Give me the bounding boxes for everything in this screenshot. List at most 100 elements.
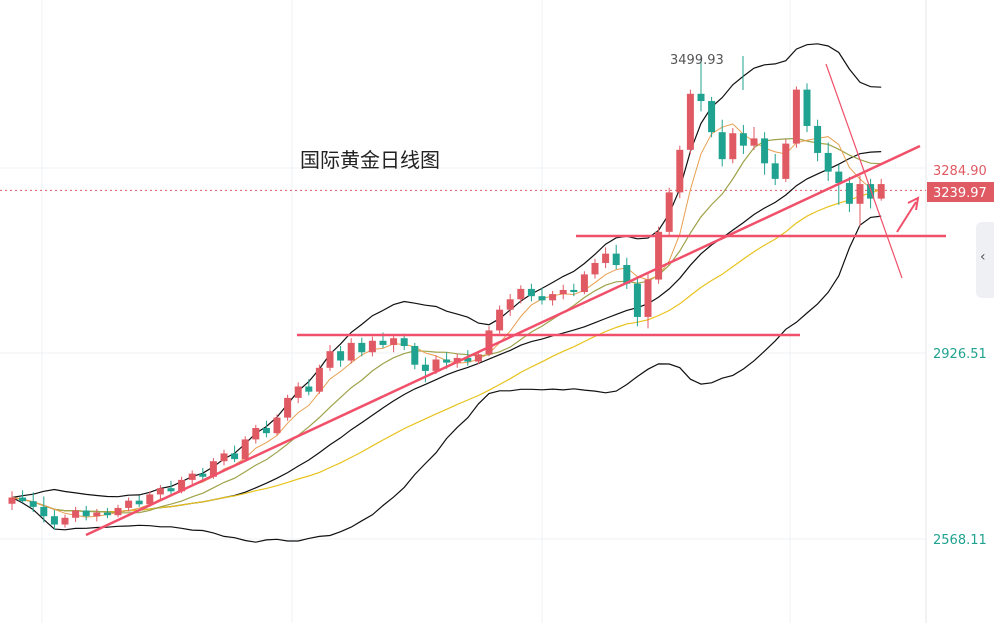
- candle-body: [538, 296, 546, 301]
- candle-body: [602, 253, 610, 263]
- candle-body: [82, 510, 90, 517]
- candle-body: [421, 364, 429, 371]
- candle-body: [178, 479, 186, 492]
- price-axis: 3499.93 3284.90 3239.97 2926.51 2568.11: [670, 53, 994, 548]
- candle-body: [135, 500, 143, 505]
- candle-body: [591, 262, 599, 275]
- candle-body: [305, 386, 313, 392]
- candle-body: [241, 439, 249, 460]
- candle-body: [761, 138, 769, 164]
- candle-body: [40, 506, 48, 517]
- candle-body: [739, 133, 747, 146]
- candle-body: [835, 171, 843, 184]
- candle-body: [686, 93, 694, 150]
- chart-title: 国际黄金日线图: [300, 148, 440, 172]
- candle-body: [50, 516, 58, 525]
- axis-label-upper: 3284.90: [933, 164, 987, 179]
- rebound-arrow-head: [907, 196, 920, 211]
- candle-body: [506, 299, 514, 310]
- candle-body: [315, 367, 323, 392]
- axis-label-low: 2568.11: [933, 533, 987, 548]
- candle-body: [167, 488, 175, 492]
- candle-body: [220, 453, 228, 462]
- candle-body: [400, 338, 408, 346]
- candle-body: [72, 510, 80, 518]
- candle-body: [156, 488, 164, 495]
- current-price-badge: [927, 182, 994, 202]
- candle-body: [294, 386, 302, 398]
- bollinger-middle-line: [11, 151, 882, 513]
- candle-body: [284, 397, 292, 418]
- ma5-line: [11, 123, 882, 518]
- candle-body: [29, 501, 37, 507]
- candle-body: [464, 357, 472, 362]
- candle-body: [708, 101, 716, 133]
- bollinger-upper-line: [11, 43, 882, 499]
- candle-body: [146, 494, 154, 505]
- candle-body: [845, 183, 853, 204]
- candle-body: [326, 351, 334, 368]
- high-marker-label: 3499.93: [670, 53, 724, 68]
- candle-body: [771, 163, 779, 179]
- bollinger-and-ma-lines: [11, 43, 882, 543]
- candle-body: [231, 453, 239, 460]
- axis-label-current: 3239.97: [933, 186, 987, 201]
- candle-body: [252, 427, 260, 440]
- rebound-arrow-shaft: [896, 201, 917, 233]
- candle-body: [474, 354, 482, 362]
- collapse-panel-tab[interactable]: ‹: [976, 222, 994, 298]
- candle-body: [337, 351, 345, 361]
- candle-body: [103, 512, 111, 516]
- candle-body: [188, 473, 196, 480]
- candle-body: [612, 253, 620, 266]
- candle-body: [443, 359, 451, 363]
- candle-body: [8, 497, 16, 504]
- candle-body: [697, 93, 705, 102]
- candle-body: [824, 152, 832, 172]
- candle-body: [93, 512, 101, 517]
- candle-body: [718, 132, 726, 160]
- candle-body: [358, 342, 366, 353]
- candle-body: [496, 309, 504, 331]
- candle-body: [729, 133, 737, 160]
- axis-label-mid: 2926.51: [933, 347, 987, 362]
- candle-body: [750, 138, 758, 146]
- candle-body: [856, 184, 864, 204]
- candle-body: [262, 427, 270, 434]
- rising-trendline: [85, 144, 921, 537]
- chevron-left-icon: ‹: [980, 249, 986, 265]
- candle-body: [570, 289, 578, 293]
- candle-body: [527, 288, 535, 297]
- candle-body: [676, 149, 684, 193]
- candle-body: [485, 330, 493, 355]
- chart-grid: [0, 0, 927, 623]
- candle-body: [453, 357, 461, 363]
- candlestick-series: [8, 55, 885, 530]
- candle-body: [549, 294, 557, 301]
- candle-body: [877, 184, 885, 199]
- candle-body: [390, 338, 398, 345]
- bollinger-lower-line: [11, 215, 882, 543]
- ma10-line: [11, 137, 882, 514]
- candle-body: [347, 342, 355, 361]
- candle-body: [559, 289, 567, 295]
- candle-body: [411, 345, 419, 365]
- candle-body: [665, 192, 673, 232]
- candle-body: [633, 283, 641, 317]
- candle-body: [209, 461, 217, 477]
- candle-body: [125, 500, 133, 508]
- candle-body: [432, 359, 440, 371]
- candle-body: [814, 125, 822, 153]
- candle-body: [379, 340, 387, 345]
- candle-body: [623, 265, 631, 284]
- falling-trendline: [825, 63, 903, 279]
- candle-body: [517, 288, 525, 300]
- candle-body: [655, 231, 663, 280]
- candle-body: [803, 89, 811, 126]
- candle-body: [792, 89, 800, 144]
- candle-body: [368, 340, 376, 353]
- candle-body: [782, 143, 790, 179]
- candle-body: [61, 517, 69, 525]
- candle-body: [273, 417, 281, 434]
